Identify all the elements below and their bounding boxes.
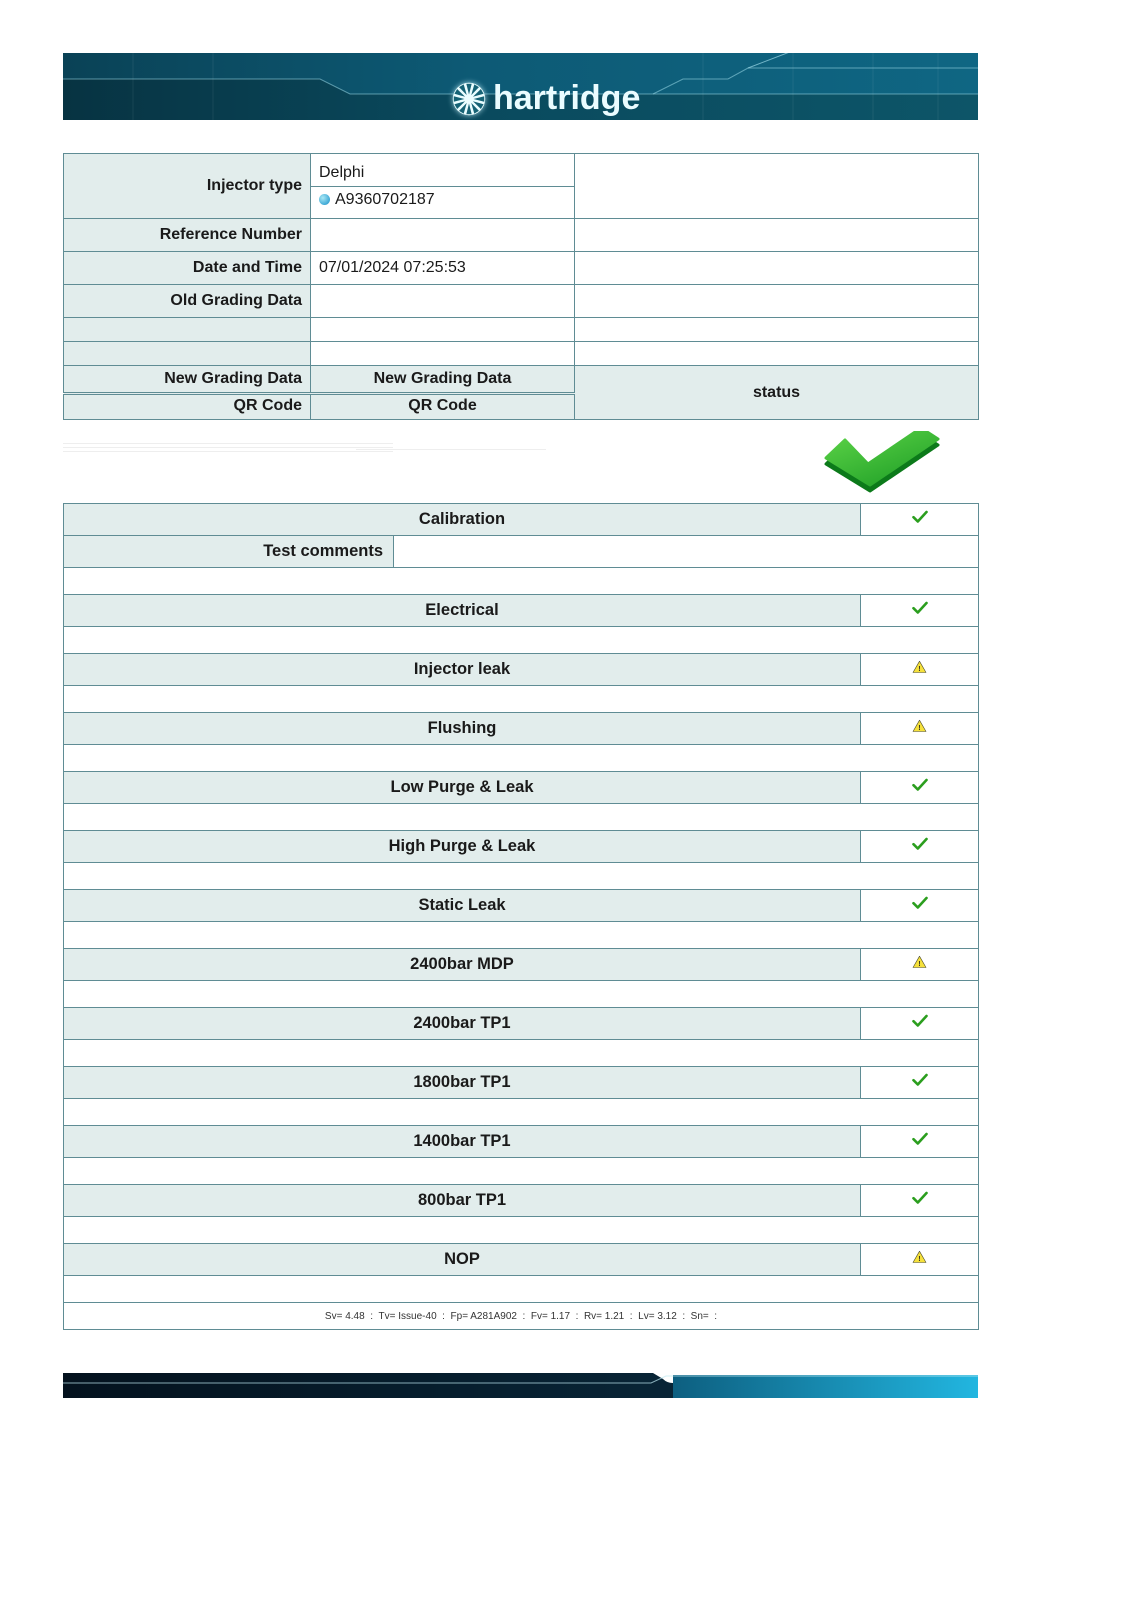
svg-text:!: ! <box>918 664 921 673</box>
svg-text:!: ! <box>918 723 921 732</box>
svg-text:!: ! <box>918 959 921 968</box>
svg-text:!: ! <box>918 1254 921 1263</box>
